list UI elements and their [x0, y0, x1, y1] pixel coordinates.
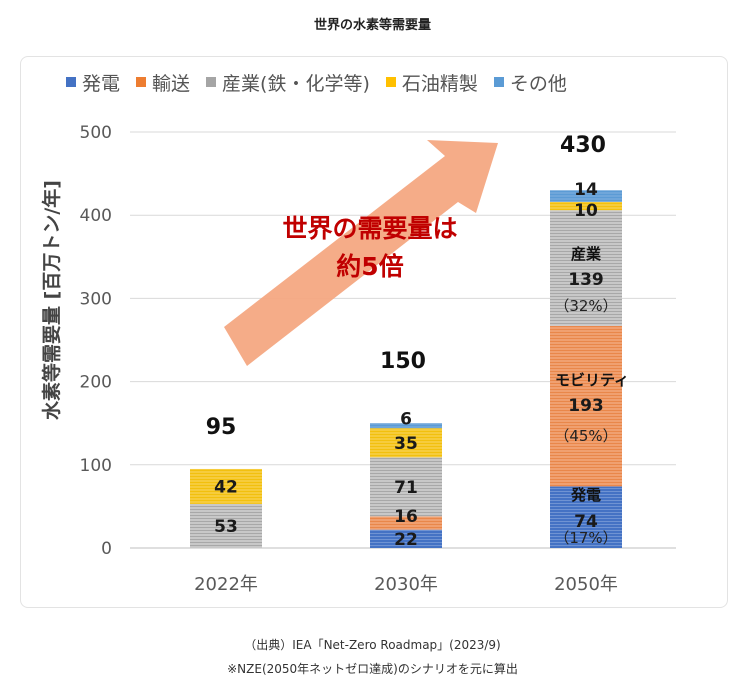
segment-label-other: 14 — [574, 180, 598, 200]
annotation-mobility-pct: （45%） — [554, 427, 617, 445]
bar-segment-other — [550, 190, 622, 202]
legend-swatch-power — [66, 77, 76, 87]
bar-segment-power — [550, 486, 622, 548]
x-tick-label: 2050年 — [554, 574, 618, 595]
legend-item-transport: 輸送 — [136, 69, 190, 96]
footer-note: ※NZE(2050年ネットゼロ達成)のシナリオを元に算出 — [227, 662, 518, 676]
bar-segment-industry — [550, 210, 622, 326]
legend-swatch-transport — [136, 77, 147, 87]
legend: 発電 輸送 産業(鉄・化学等) 石油精製 その他 — [66, 68, 706, 96]
bar-segment-power — [370, 529, 442, 548]
x-tick-labels: 2022年 2030年 2050年 — [194, 574, 618, 595]
y-tick-label: 400 — [80, 206, 112, 226]
footer-source: （出典）IEA「Net-Zero Roadmap」(2023/9) — [244, 638, 501, 652]
segment-label-refining: 35 — [394, 434, 418, 454]
bar-segment-industry — [370, 457, 442, 517]
legend-label-other: その他 — [509, 72, 567, 95]
legend-item-refining: 石油精製 — [385, 69, 478, 96]
annotation-mobility-label: モビリティ — [555, 371, 629, 389]
annotation-hatsuden-label: 発電 — [570, 486, 601, 504]
total-labels: 95 150 430 — [206, 133, 606, 440]
segment-label-other: 6 — [400, 410, 412, 430]
legend-swatch-refining — [385, 77, 396, 87]
y-tick-label: 300 — [80, 289, 112, 309]
headline-line2: 約5倍 — [336, 252, 403, 281]
bar-segment-refining — [370, 428, 442, 458]
annotation-sangyo-pct: （32%） — [554, 297, 617, 315]
y-axis-label: 水素等需要量 [百万トン/年] — [40, 180, 63, 420]
legend-item-industry: 産業(鉄・化学等) — [206, 69, 370, 96]
legend-label-industry: 産業(鉄・化学等) — [222, 72, 370, 95]
legend-item-other: その他 — [493, 69, 567, 96]
segment-label-refining: 42 — [214, 477, 238, 497]
legend-swatch-other — [493, 77, 504, 87]
chart-title: 世界の水素等需要量 — [313, 18, 431, 33]
segment-label-power: 22 — [394, 530, 418, 550]
bar-segment-transport — [370, 516, 442, 530]
bar-segment-refining — [550, 201, 622, 211]
annotation-sangyo-label: 産業 — [571, 245, 602, 263]
y-tick-label: 500 — [80, 123, 112, 143]
bar-segment-other — [370, 423, 442, 429]
total-label: 150 — [380, 349, 426, 374]
y-tick-label: 0 — [101, 539, 112, 559]
segment-label-industry: 139 — [568, 270, 604, 290]
bar-segments — [190, 190, 622, 548]
bar-segment-refining — [190, 468, 262, 504]
growth-arrow — [224, 140, 498, 366]
segment-label-transport: 193 — [568, 396, 604, 416]
segment-label-power: 74 — [574, 512, 598, 532]
bar-segment-industry — [190, 503, 262, 548]
y-tick-label: 100 — [80, 456, 112, 476]
headline-line1: 世界の需要量は — [282, 214, 457, 243]
legend-label-transport: 輸送 — [152, 72, 191, 95]
annotation-hatsuden-pct: （17%） — [554, 529, 617, 547]
legend-swatch-industry — [206, 77, 217, 87]
total-label: 430 — [560, 133, 606, 158]
legend-label-power: 発電 — [82, 72, 121, 95]
y-tick-labels: 0 100 200 300 400 500 — [80, 123, 112, 559]
segment-label-refining: 10 — [574, 201, 598, 221]
legend-item-power: 発電 — [66, 69, 120, 96]
segment-label-industry: 53 — [214, 517, 238, 537]
x-tick-label: 2030年 — [374, 574, 438, 595]
x-tick-label: 2022年 — [194, 574, 258, 595]
segment-label-transport: 16 — [394, 507, 418, 527]
total-label: 95 — [206, 415, 237, 440]
y-tick-label: 200 — [80, 373, 112, 393]
legend-label-refining: 石油精製 — [401, 72, 478, 95]
segment-label-industry: 71 — [394, 478, 418, 498]
bar-segment-transport — [550, 325, 622, 487]
